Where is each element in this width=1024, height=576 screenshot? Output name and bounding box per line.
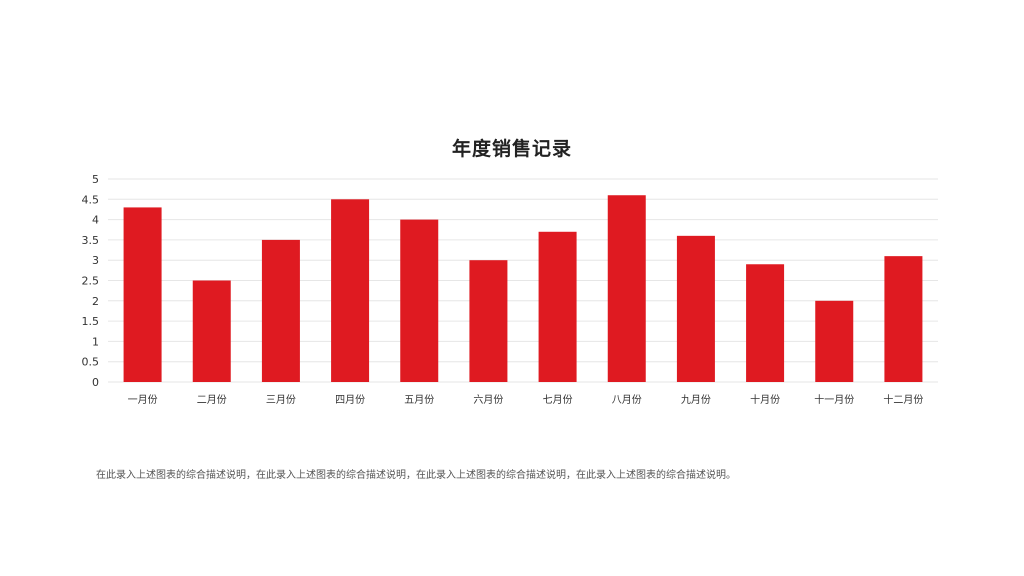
x-tick-label: 六月份 xyxy=(473,394,503,406)
bar xyxy=(123,207,162,382)
y-tick-label: 1 xyxy=(92,335,99,348)
bar xyxy=(192,280,231,382)
x-tick-label: 二月份 xyxy=(197,394,227,406)
y-tick-label: 1.5 xyxy=(82,315,100,328)
bar xyxy=(676,235,715,382)
y-tick-label: 5 xyxy=(92,173,99,186)
y-tick-label: 2 xyxy=(92,295,99,308)
chart-title: 年度销售记录 xyxy=(451,138,572,160)
bar xyxy=(469,260,508,382)
x-tick-label: 三月份 xyxy=(266,394,296,406)
bar xyxy=(607,195,646,382)
x-tick-label: 八月份 xyxy=(612,394,642,406)
bar xyxy=(884,256,923,382)
x-tick-label: 十一月份 xyxy=(814,393,854,406)
x-tick-label: 十二月份 xyxy=(883,393,923,406)
y-tick-label: 2.5 xyxy=(82,275,100,288)
y-tick-label: 0 xyxy=(92,376,99,389)
bar xyxy=(400,219,439,382)
x-tick-label: 七月份 xyxy=(543,394,573,406)
y-tick-label: 4 xyxy=(92,214,99,227)
bar xyxy=(261,239,300,382)
x-tick-label: 五月份 xyxy=(404,394,434,406)
y-tick-label: 0.5 xyxy=(82,356,100,369)
bar xyxy=(746,264,785,382)
bar xyxy=(815,300,854,382)
bar xyxy=(331,199,370,382)
x-tick-label: 九月份 xyxy=(681,394,711,406)
y-tick-label: 3 xyxy=(92,254,99,267)
bar xyxy=(538,231,577,382)
x-tick-label: 一月份 xyxy=(128,394,158,406)
y-tick-label: 4.5 xyxy=(82,193,100,206)
y-tick-label: 3.5 xyxy=(82,234,100,247)
x-tick-label: 四月份 xyxy=(335,394,365,406)
x-tick-label: 十月份 xyxy=(750,393,780,406)
chart-description: 在此录入上述图表的综合描述说明，在此录入上述图表的综合描述说明，在此录入上述图表… xyxy=(96,470,736,481)
